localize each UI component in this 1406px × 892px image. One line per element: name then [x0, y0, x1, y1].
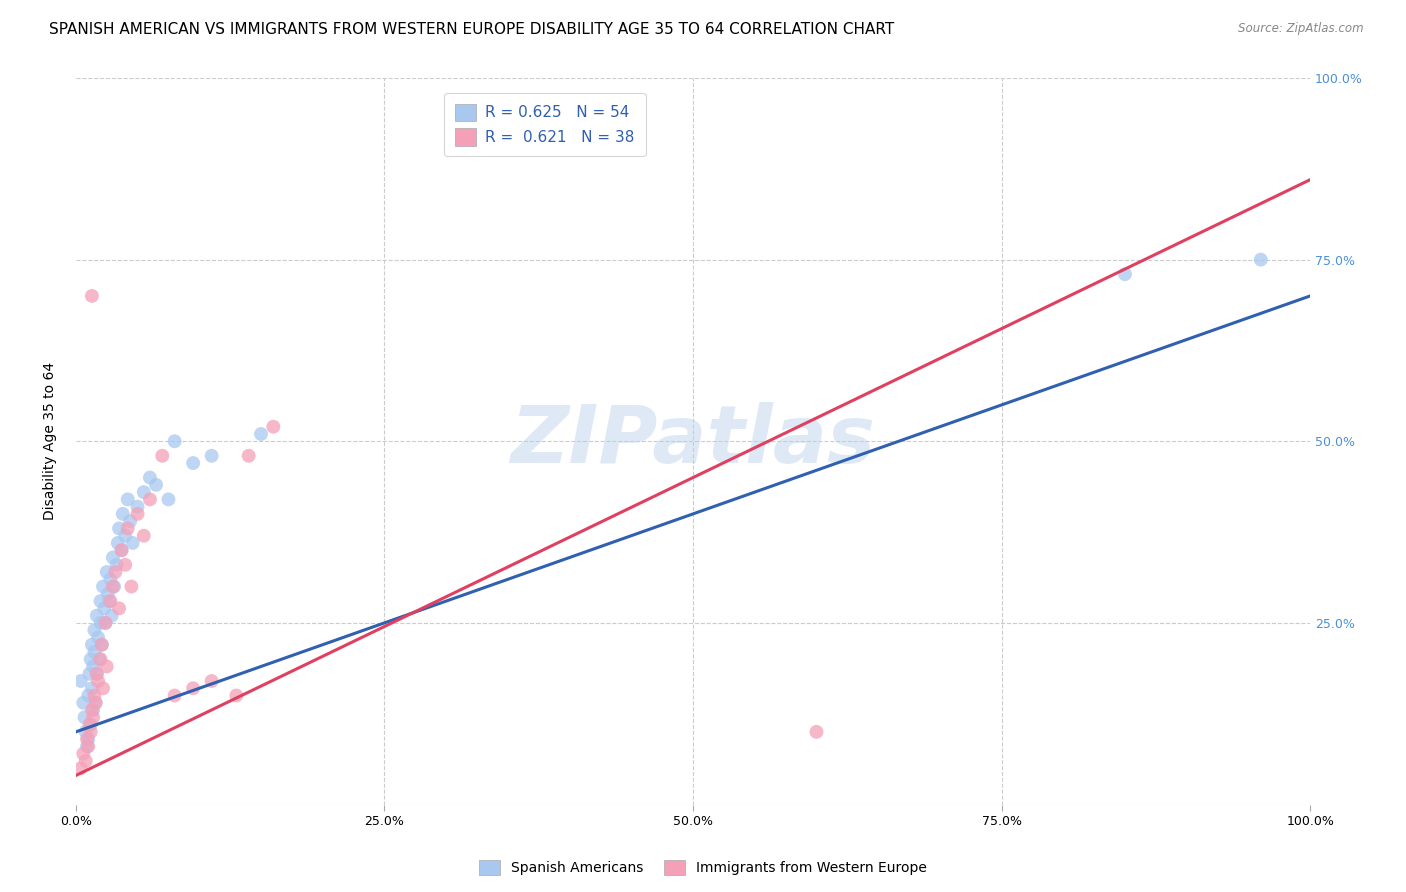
Point [110, 543, 132, 558]
Point [114, 558, 136, 572]
Point [163, 689, 186, 703]
Point [80, 289, 103, 303]
Point [90, 638, 112, 652]
Point [83, 689, 105, 703]
Point [94, 615, 117, 630]
Point [91, 681, 114, 696]
Point [75, 754, 97, 768]
Point [127, 507, 149, 521]
Point [1114, 267, 1136, 281]
Point [262, 419, 284, 434]
Point [132, 529, 155, 543]
Point [82, 703, 104, 717]
Point [105, 558, 128, 572]
Point [93, 601, 115, 615]
Point [84, 696, 107, 710]
Point [127, 500, 149, 514]
Point [181, 681, 204, 696]
Point [90, 638, 112, 652]
Point [225, 689, 247, 703]
Point [77, 689, 100, 703]
Point [72, 747, 94, 761]
Point [117, 492, 139, 507]
Point [76, 732, 98, 747]
Point [806, 724, 828, 739]
Point [80, 638, 103, 652]
Point [73, 710, 96, 724]
Point [94, 615, 117, 630]
Point [80, 681, 103, 696]
Point [77, 739, 100, 754]
Point [89, 652, 111, 666]
Point [250, 427, 273, 442]
Point [108, 601, 131, 615]
Point [79, 717, 101, 731]
Point [97, 587, 120, 601]
Point [76, 739, 98, 754]
Point [86, 666, 108, 681]
Legend: R = 0.625   N = 54, R =  0.621   N = 38: R = 0.625 N = 54, R = 0.621 N = 38 [444, 93, 645, 156]
Text: Source: ZipAtlas.com: Source: ZipAtlas.com [1239, 22, 1364, 36]
Point [83, 623, 105, 637]
Point [87, 631, 110, 645]
Legend: Spanish Americans, Immigrants from Western Europe: Spanish Americans, Immigrants from Weste… [474, 855, 932, 880]
Point [1250, 252, 1272, 267]
Point [132, 485, 155, 500]
Point [145, 478, 167, 492]
Point [201, 449, 224, 463]
Point [103, 580, 125, 594]
Point [82, 659, 104, 673]
Point [98, 594, 121, 608]
Point [91, 580, 114, 594]
Point [90, 652, 112, 666]
Point [83, 645, 105, 659]
Text: SPANISH AMERICAN VS IMMIGRANTS FROM WESTERN EUROPE DISABILITY AGE 35 TO 64 CORRE: SPANISH AMERICAN VS IMMIGRANTS FROM WEST… [49, 22, 894, 37]
Point [101, 550, 124, 565]
Point [108, 521, 131, 535]
Point [77, 732, 100, 747]
Point [101, 580, 124, 594]
Point [79, 717, 101, 731]
Point [86, 608, 108, 623]
Point [121, 536, 143, 550]
Point [181, 456, 204, 470]
Point [110, 543, 132, 558]
Text: ZIPatlas: ZIPatlas [510, 402, 876, 480]
Point [96, 565, 118, 579]
Point [104, 565, 127, 579]
Point [79, 724, 101, 739]
Point [139, 470, 162, 484]
Point [86, 666, 108, 681]
Point [238, 449, 260, 463]
Point [100, 572, 122, 586]
Point [100, 608, 122, 623]
Point [87, 673, 110, 688]
Point [72, 696, 94, 710]
Y-axis label: Disability Age 35 to 64: Disability Age 35 to 64 [44, 362, 58, 520]
Point [201, 673, 224, 688]
Point [100, 594, 122, 608]
Point [111, 507, 134, 521]
Point [139, 492, 162, 507]
Point [120, 580, 142, 594]
Point [75, 724, 97, 739]
Point [84, 696, 107, 710]
Point [90, 594, 112, 608]
Point [107, 536, 129, 550]
Point [163, 434, 186, 449]
Point [117, 521, 139, 535]
Point [120, 514, 142, 528]
Point [69, 673, 91, 688]
Point [150, 449, 173, 463]
Point [90, 615, 112, 630]
Point [79, 652, 101, 666]
Point [69, 761, 91, 775]
Point [157, 492, 180, 507]
Point [82, 710, 104, 724]
Point [80, 703, 103, 717]
Point [114, 529, 136, 543]
Point [79, 666, 101, 681]
Point [96, 659, 118, 673]
